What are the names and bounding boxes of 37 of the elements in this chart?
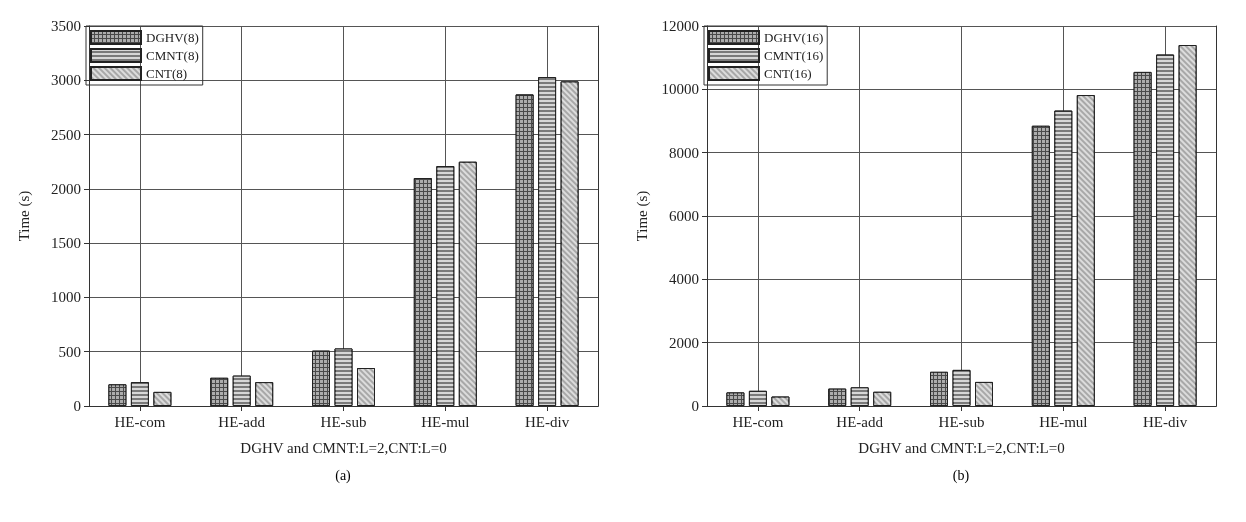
y-tick-label: 2000 xyxy=(669,334,699,351)
text: (a) xyxy=(334,468,352,484)
x-axis-title: DGHV and CMNT:L=2,CNT:L=0 xyxy=(240,439,447,456)
x-axis-title: DGHV and CMNT:L=2,CNT:L=0 xyxy=(858,439,1065,456)
y-tick-label: 10000 xyxy=(661,81,699,98)
y-tick-label: 1000 xyxy=(51,289,81,306)
y-tick-label: 0 xyxy=(691,398,699,414)
x-tick-label: HE-sub xyxy=(320,413,367,430)
y-tick-label: 2500 xyxy=(51,126,81,143)
y-tick-label: 500 xyxy=(58,343,81,360)
legend-label: CMNT(8) xyxy=(146,48,199,63)
y-tick-label: 12000 xyxy=(661,18,699,34)
y-axis-title: Time (s) xyxy=(633,190,651,242)
y-axis-title: Time (s) xyxy=(15,190,33,242)
y-tick-label: 3000 xyxy=(51,72,81,89)
y-tick-label: 2000 xyxy=(51,180,81,197)
y-tick-label: 0 xyxy=(73,398,81,414)
x-tick-label: HE-com xyxy=(732,413,784,430)
legend-label: DGHV(8) xyxy=(146,30,199,45)
x-tick-label: HE-add xyxy=(218,413,266,430)
y-tick-label: 4000 xyxy=(669,271,699,288)
legend-label: DGHV(16) xyxy=(764,30,824,45)
x-tick-label: HE-com xyxy=(114,413,166,430)
y-tick-label: 3500 xyxy=(51,18,81,34)
y-tick-label: 6000 xyxy=(669,208,699,224)
legend-label: CNT(16) xyxy=(764,66,812,81)
y-tick-label: 8000 xyxy=(669,144,699,161)
x-tick-label: HE-add xyxy=(836,413,884,430)
x-tick-label: HE-div xyxy=(525,413,570,430)
x-tick-label: HE-div xyxy=(1143,413,1188,430)
y-tick-label: 1500 xyxy=(51,235,81,252)
x-tick-label: HE-sub xyxy=(938,413,985,430)
x-tick-label: HE-mul xyxy=(1039,413,1088,430)
legend-label: CMNT(16) xyxy=(764,48,824,63)
x-tick-label: HE-mul xyxy=(421,413,470,430)
legend-label: CNT(8) xyxy=(146,66,188,81)
text: (b) xyxy=(951,468,971,484)
